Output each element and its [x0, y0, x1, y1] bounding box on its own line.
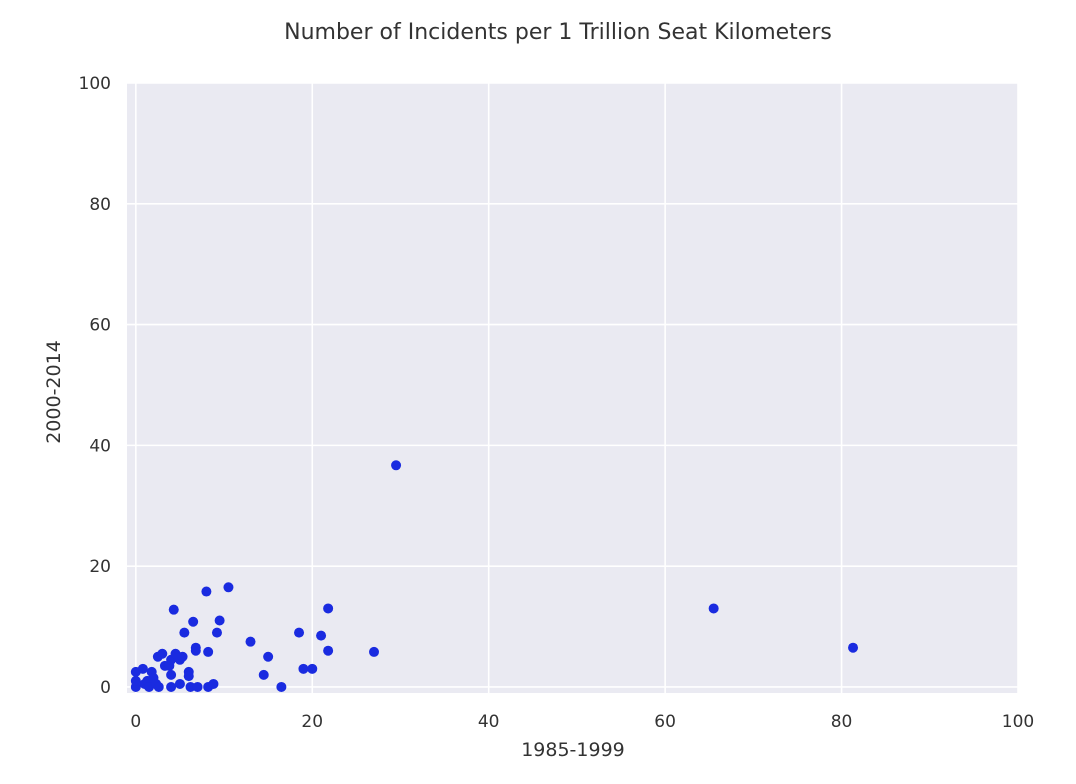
scatter-point: [258, 669, 269, 680]
x-tick-label: 100: [1002, 712, 1034, 732]
scatter-point: [153, 681, 164, 692]
scatter-point: [316, 630, 327, 641]
plot-area: [127, 83, 1018, 693]
scatter-point: [201, 586, 212, 597]
y-tick-label: 100: [79, 74, 111, 94]
scatter-point: [203, 646, 214, 657]
scatter-point: [190, 642, 201, 653]
grid-lines: [127, 82, 1019, 693]
scatter-point: [294, 627, 305, 638]
y-tick-label: 60: [89, 316, 111, 336]
scatter-point: [168, 604, 179, 615]
x-tick-label: 20: [301, 712, 323, 732]
scatter-point: [214, 615, 225, 626]
scatter-point: [157, 648, 168, 659]
x-tick-label: 40: [478, 712, 500, 732]
scatter-point: [208, 678, 219, 689]
scatter-point: [323, 645, 334, 656]
y-axis-label: 2000-2014: [43, 340, 65, 444]
scatter-point: [183, 671, 194, 682]
scatter-point: [185, 681, 196, 692]
scatter-point: [245, 636, 256, 647]
scatter-point: [307, 663, 318, 674]
scatter-point: [188, 616, 199, 627]
scatter-point: [298, 663, 309, 674]
scatter-point: [130, 675, 141, 686]
scatter-point: [166, 669, 177, 680]
y-tick-label: 0: [100, 678, 111, 698]
chart-title: Number of Incidents per 1 Trillion Seat …: [284, 20, 832, 45]
scatter-point: [369, 646, 380, 657]
scatter-point: [263, 651, 274, 662]
data-points: [130, 460, 859, 692]
x-tick-label: 60: [654, 712, 676, 732]
scatter-point: [174, 678, 185, 689]
scatter-point: [211, 627, 222, 638]
scatter-point: [179, 627, 190, 638]
scatter-point: [391, 460, 402, 471]
scatter-point: [223, 582, 234, 593]
scatter-point: [323, 603, 334, 614]
x-axis-ticks: 0 20 40 60 80 100: [130, 712, 1034, 732]
scatter-point: [848, 642, 859, 653]
y-tick-label: 40: [89, 436, 111, 456]
scatter-point: [166, 681, 177, 692]
scatter-point: [177, 651, 188, 662]
scatter-point: [192, 681, 203, 692]
scatter-point: [137, 663, 148, 674]
x-tick-label: 0: [130, 712, 141, 732]
scatter-point: [708, 603, 719, 614]
y-tick-label: 20: [89, 557, 111, 577]
x-axis-label: 1985-1999: [521, 739, 625, 761]
y-tick-label: 80: [89, 195, 111, 215]
scatter-point: [276, 681, 287, 692]
x-tick-label: 80: [831, 712, 853, 732]
y-axis-ticks: 0 20 40 60 80 100: [79, 74, 111, 698]
